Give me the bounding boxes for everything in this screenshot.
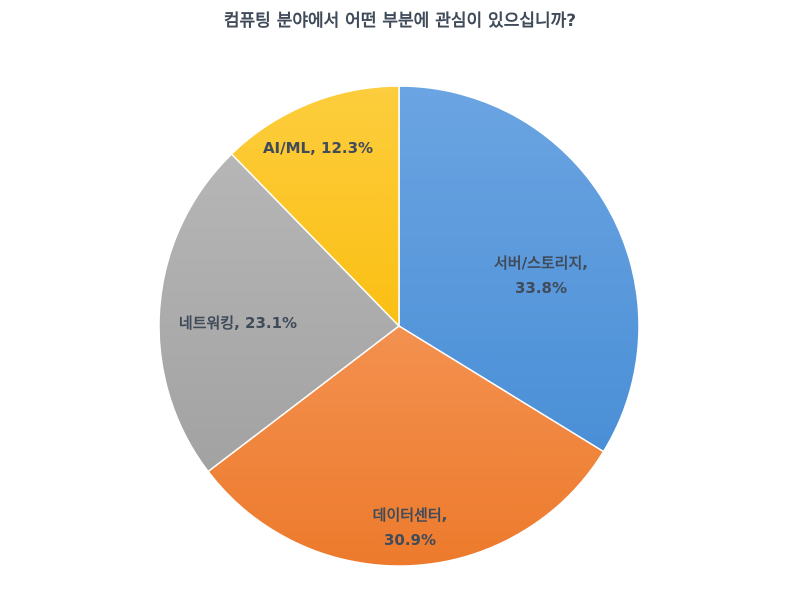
slice-label-line1: 서버/스토리지, — [494, 254, 588, 272]
slice-label-line1: AI/ML, 12.3% — [263, 139, 373, 157]
slice-label-line1: 네트워킹, 23.1% — [179, 314, 297, 332]
slice-label: 데이터센터, 30.9% — [373, 506, 448, 549]
slice-label-line2: 33.8% — [515, 279, 567, 297]
pie-slice-네트워킹 — [158, 152, 401, 473]
slice-label-line2: 30.9% — [384, 531, 436, 549]
slice-label: 서버/스토리지, 33.8% — [494, 254, 588, 297]
pie-slice-ai-ml — [230, 85, 400, 328]
slice-label-line1: 데이터센터, — [373, 506, 448, 524]
pie-slice-서버-스토리지 — [398, 85, 640, 453]
pie-slice-데이터센터 — [207, 325, 605, 567]
pie-slices — [158, 85, 640, 567]
pie-labels: 서버/스토리지, 33.8% 데이터센터, 30.9% 네트워킹, 23.1% AI/ML… — [179, 139, 588, 549]
slice-label: 네트워킹, 23.1% — [179, 314, 297, 332]
chart-title: 컴퓨팅 분야에서 어떤 부분에 관심이 있으십니까? — [223, 11, 577, 31]
slice-label: AI/ML, 12.3% — [263, 139, 373, 157]
